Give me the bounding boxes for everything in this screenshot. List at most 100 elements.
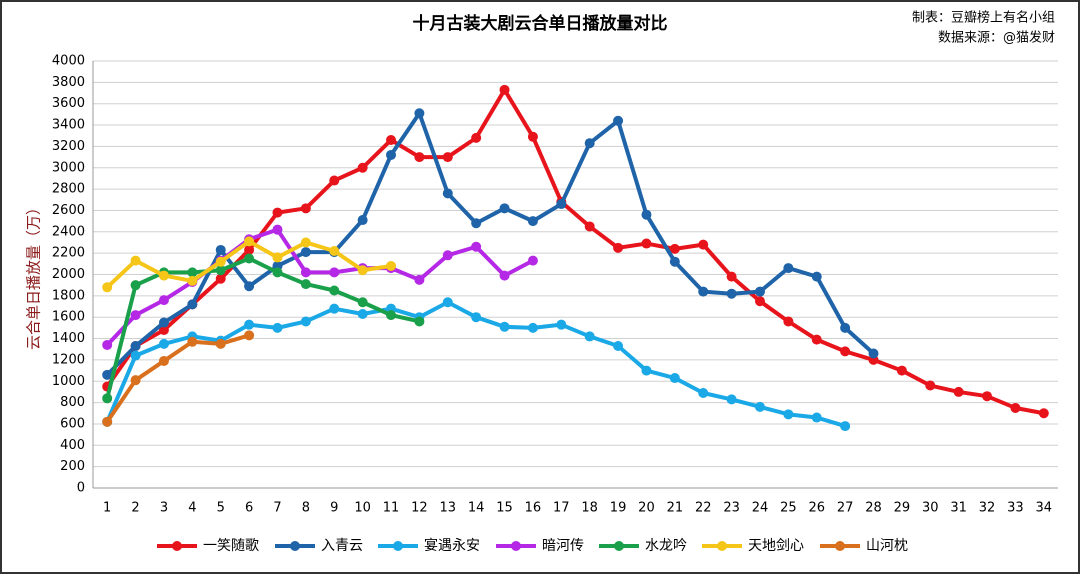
- point: [215, 256, 226, 267]
- point: [840, 421, 851, 432]
- point: [442, 188, 453, 199]
- y-tick-label: 3800: [52, 75, 85, 90]
- legend-label: 暗河传: [542, 538, 584, 554]
- point: [527, 131, 538, 142]
- x-tick-label: 17: [553, 501, 570, 516]
- point: [499, 203, 510, 214]
- point: [329, 246, 340, 257]
- y-tick-label: 3000: [52, 160, 85, 175]
- point: [102, 416, 113, 427]
- x-tick-label: 1: [103, 501, 111, 516]
- x-tick-label: 8: [302, 501, 310, 516]
- y-tick-label: 3200: [52, 139, 85, 154]
- point: [386, 310, 397, 321]
- point: [556, 319, 567, 330]
- x-tick-label: 5: [217, 501, 225, 516]
- point: [442, 152, 453, 163]
- y-tick-label: 200: [60, 459, 85, 474]
- point: [556, 199, 567, 210]
- y-tick-label: 2600: [52, 203, 85, 218]
- x-tick-label: 4: [188, 501, 196, 516]
- point: [754, 296, 765, 307]
- point: [158, 338, 169, 349]
- point: [584, 138, 595, 149]
- point: [215, 338, 226, 349]
- point: [158, 355, 169, 366]
- x-tick-label: 13: [440, 501, 457, 516]
- y-tick-label: 400: [60, 438, 85, 453]
- legend-label: 山河枕: [866, 538, 908, 554]
- legend-marker: [511, 541, 521, 551]
- x-tick-label: 22: [695, 501, 712, 516]
- point: [754, 401, 765, 412]
- point: [840, 346, 851, 357]
- point: [669, 373, 680, 384]
- y-tick-label: 2200: [52, 246, 85, 261]
- point: [244, 319, 255, 330]
- point: [471, 241, 482, 252]
- point: [414, 152, 425, 163]
- x-tick-label: 29: [894, 501, 911, 516]
- point: [244, 281, 255, 292]
- point: [272, 322, 283, 333]
- point: [329, 303, 340, 314]
- point: [357, 265, 368, 276]
- note: 数据来源：@猫发财: [938, 30, 1055, 46]
- point: [527, 255, 538, 266]
- series: [102, 108, 879, 380]
- legend-label: 一笑随歌: [203, 538, 259, 554]
- x-tick-label: 25: [780, 501, 797, 516]
- point: [641, 209, 652, 220]
- legend-label: 宴遇永安: [424, 537, 480, 554]
- point: [357, 308, 368, 319]
- point: [300, 237, 311, 248]
- series-line: [105, 227, 534, 347]
- point: [471, 218, 482, 229]
- point: [272, 224, 283, 235]
- point: [215, 273, 226, 284]
- point: [499, 84, 510, 95]
- point: [130, 310, 141, 321]
- point: [386, 134, 397, 145]
- point: [329, 267, 340, 278]
- point: [783, 263, 794, 274]
- point: [471, 312, 482, 323]
- point: [102, 339, 113, 350]
- point: [584, 331, 595, 342]
- point: [300, 279, 311, 290]
- y-tick-label: 1600: [52, 310, 85, 325]
- y-tick-label: 1200: [52, 352, 85, 367]
- legend-marker: [614, 541, 624, 551]
- point: [414, 108, 425, 119]
- series: [102, 330, 255, 427]
- point: [329, 285, 340, 296]
- x-tick-label: 14: [468, 501, 485, 516]
- x-tick-label: 6: [245, 501, 253, 516]
- point: [386, 149, 397, 160]
- point: [357, 162, 368, 173]
- point: [811, 334, 822, 345]
- point: [102, 393, 113, 404]
- series: [102, 84, 1049, 419]
- series-line: [105, 111, 875, 377]
- x-tick-label: 12: [411, 501, 428, 516]
- x-tick-label: 3: [160, 501, 168, 516]
- point: [215, 244, 226, 255]
- y-tick-label: 2400: [52, 224, 85, 239]
- point: [272, 267, 283, 278]
- point: [698, 286, 709, 297]
- legend-marker: [717, 541, 727, 551]
- legend-marker: [835, 541, 845, 551]
- point: [641, 238, 652, 249]
- x-tick-label: 31: [950, 501, 967, 516]
- point: [726, 394, 737, 405]
- point: [442, 250, 453, 261]
- x-tick-label: 2: [131, 501, 139, 516]
- point: [357, 215, 368, 226]
- x-tick-label: 11: [383, 501, 400, 516]
- x-tick-label: 9: [330, 501, 338, 516]
- point: [669, 243, 680, 254]
- x-tick-label: 30: [922, 501, 939, 516]
